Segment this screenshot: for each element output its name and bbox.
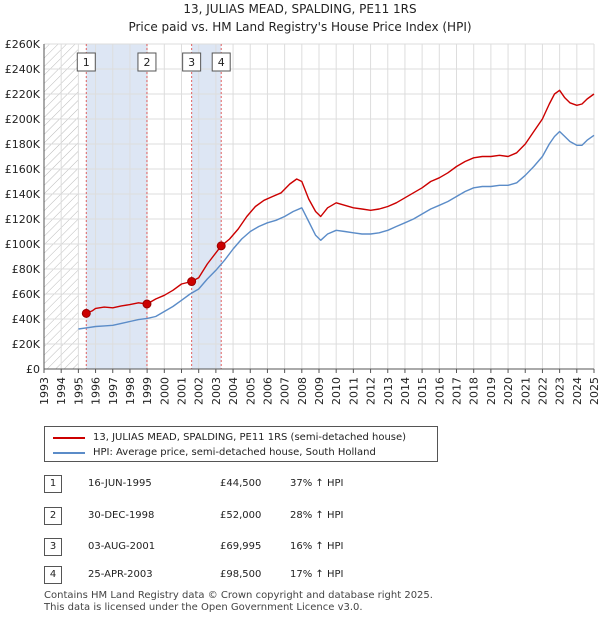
transaction-hpi: 28% ↑ HPI: [290, 510, 344, 521]
transaction-number: 3: [44, 538, 62, 556]
x-tick-label: 2023: [554, 377, 567, 405]
x-tick-label: 1994: [55, 377, 68, 405]
x-tick-label: 2010: [330, 377, 343, 405]
x-tick-label: 2019: [485, 377, 498, 405]
x-tick-label: 1999: [141, 377, 154, 405]
y-tick-label: £180K: [5, 138, 41, 151]
y-tick-label: £220K: [5, 88, 41, 101]
legend-hpi-swatch: [53, 452, 85, 454]
y-tick-label: £40K: [12, 313, 41, 326]
x-tick-label: 2020: [502, 377, 515, 405]
shaded-range-2: [191, 44, 222, 369]
x-tick-label: 2016: [433, 377, 446, 405]
x-tick-label: 2006: [261, 377, 274, 405]
marker-box-2: [137, 52, 157, 72]
y-tick-label: £160K: [5, 163, 41, 176]
x-tick-label: 1993: [38, 377, 51, 405]
x-tick-label: 2013: [382, 377, 395, 405]
sale-point-3: [187, 277, 197, 287]
y-tick-label: £240K: [5, 63, 41, 76]
legend-property-swatch: [53, 437, 85, 439]
marker-label-1: 1: [83, 56, 90, 69]
transaction-price: £52,000: [220, 510, 262, 521]
x-tick-label: 2005: [244, 377, 257, 405]
footer-copyright: Contains HM Land Registry data © Crown c…: [44, 590, 433, 601]
y-tick-label: £0: [26, 363, 40, 376]
transaction-date: 30-DEC-1998: [88, 510, 155, 521]
x-tick-label: 2000: [158, 377, 171, 405]
y-tick-label: £20K: [12, 338, 41, 351]
x-tick-label: 2004: [227, 377, 240, 405]
x-tick-label: 2022: [536, 377, 549, 405]
x-tick-label: 2011: [347, 377, 360, 405]
transaction-number: 2: [44, 507, 62, 525]
x-tick-label: 2024: [571, 377, 584, 405]
marker-label-2: 2: [143, 56, 150, 69]
x-tick-label: 1996: [90, 377, 103, 405]
marker-label-3: 3: [188, 56, 195, 69]
y-tick-label: £80K: [12, 263, 41, 276]
footer-licence: This data is licensed under the Open Gov…: [44, 602, 363, 613]
x-tick-label: 2012: [365, 377, 378, 405]
y-tick-label: £260K: [5, 38, 41, 51]
shaded-range-1: [86, 44, 147, 369]
transaction-date: 25-APR-2003: [88, 569, 153, 580]
transaction-hpi: 16% ↑ HPI: [290, 541, 344, 552]
x-tick-label: 2021: [519, 377, 532, 405]
x-tick-label: 1998: [124, 377, 137, 405]
x-tick-label: 2017: [451, 377, 464, 405]
y-tick-label: £140K: [5, 188, 41, 201]
y-tick-label: £60K: [12, 288, 41, 301]
marker-box-4: [211, 52, 231, 72]
y-tick-label: £200K: [5, 113, 41, 126]
transaction-date: 03-AUG-2001: [88, 541, 156, 552]
property-price-line: [86, 89, 595, 315]
y-tick-label: £100K: [5, 238, 41, 251]
hpi-line: [78, 130, 595, 330]
legend-property-label: 13, JULIAS MEAD, SPALDING, PE11 1RS (sem…: [93, 432, 407, 443]
transaction-hpi: 37% ↑ HPI: [290, 478, 344, 489]
transaction-number: 1: [44, 475, 62, 493]
legend: 13, JULIAS MEAD, SPALDING, PE11 1RS (sem…: [44, 426, 438, 462]
sale-point-2: [142, 299, 152, 309]
marker-box-1: [76, 52, 96, 72]
x-tick-label: 2009: [313, 377, 326, 405]
x-tick-label: 2003: [210, 377, 223, 405]
x-tick-label: 2015: [416, 377, 429, 405]
chart-title: 13, JULIAS MEAD, SPALDING, PE11 1RS: [183, 2, 416, 16]
transaction-hpi: 17% ↑ HPI: [290, 569, 344, 580]
marker-box-3: [182, 52, 202, 72]
transaction-number: 4: [44, 566, 62, 584]
y-tick-label: £120K: [5, 213, 41, 226]
sale-point-1: [81, 308, 91, 318]
transaction-date: 16-JUN-1995: [88, 478, 152, 489]
x-tick-label: 2007: [279, 377, 292, 405]
x-tick-label: 2025: [588, 377, 600, 405]
x-tick-label: 1997: [107, 377, 120, 405]
x-tick-label: 2002: [193, 377, 206, 405]
sale-point-4: [216, 241, 226, 251]
x-tick-label: 1995: [72, 377, 85, 405]
transaction-price: £69,995: [220, 541, 262, 552]
x-tick-label: 2014: [399, 377, 412, 405]
transaction-price: £44,500: [220, 478, 262, 489]
plot-area: £0 £20K £40K £60K £80K £100K £120K £140K £160K £1…: [5, 38, 600, 405]
x-tick-label: 2018: [468, 377, 481, 405]
x-tick-label: 2001: [176, 377, 189, 405]
legend-hpi-label: HPI: Average price, semi-detached house,…: [93, 447, 376, 458]
chart-subtitle: Price paid vs. HM Land Registry's House …: [128, 20, 471, 34]
price-chart: 13, JULIAS MEAD, SPALDING, PE11 1RS Pric…: [5, 2, 600, 405]
x-tick-label: 2008: [296, 377, 309, 405]
transaction-price: £98,500: [220, 569, 262, 580]
marker-label-4: 4: [218, 56, 225, 69]
